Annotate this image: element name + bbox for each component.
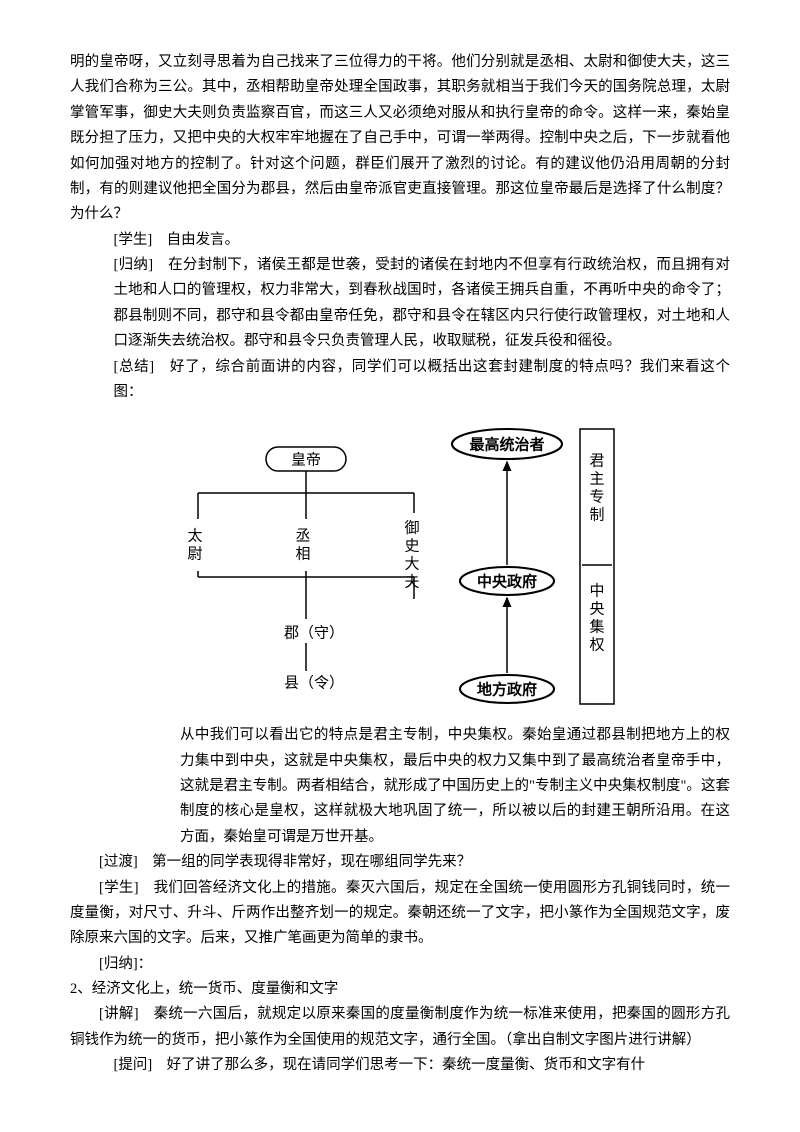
svg-text:最高统治者: 最高统治者 <box>469 436 544 454</box>
diagram-svg: 皇帝太尉 丞相 御史大夫郡（守） 县（令） 最高统治者中央政府地方政府 君主专制中央集权 <box>180 415 625 713</box>
svg-text:夫: 夫 <box>404 574 419 591</box>
paragraph-1: 明的皇帝呀，又立刻寻思着为自己找来了三位得力的干将。他们分别就是丞相、太尉和御使… <box>70 50 730 228</box>
svg-text:御: 御 <box>404 520 419 537</box>
svg-text:史: 史 <box>404 538 419 555</box>
paragraph-2: [学生] 自由发言。 <box>70 228 730 253</box>
paragraph-5: [过渡] 第一组的同学表现得非常好，现在哪组同学先来？ <box>70 850 730 875</box>
document-page: 明的皇帝呀，又立刻寻思着为自己找来了三位得力的干将。他们分别就是丞相、太尉和御使… <box>0 0 800 1119</box>
svg-text:尉: 尉 <box>187 546 202 563</box>
svg-text:大: 大 <box>404 556 419 573</box>
svg-text:君: 君 <box>589 454 604 470</box>
svg-text:皇帝: 皇帝 <box>291 452 321 469</box>
paragraph-9: [讲解] 秦统一六国后，就规定以原来秦国的度量衡制度作为统一标准来使用，把秦国的… <box>70 1002 730 1053</box>
svg-text:专: 专 <box>589 489 604 506</box>
svg-text:太: 太 <box>187 528 202 545</box>
paragraph-4: [总结] 好了，综合前面讲的内容，同学们可以概括出这套封建制度的特点吗？我们来看… <box>70 355 730 406</box>
svg-text:丞: 丞 <box>295 528 310 545</box>
svg-text:相: 相 <box>295 546 310 563</box>
svg-text:中: 中 <box>589 583 604 600</box>
paragraph-after-diagram: 从中我们可以看出它的特点是君主专制，中央集权。秦始皇通过郡县制把地方上的权力集中… <box>70 723 730 850</box>
svg-text:郡（守）: 郡（守） <box>284 625 344 642</box>
svg-text:权: 权 <box>589 637 604 654</box>
paragraph-10: [提问] 好了讲了那么多，现在请同学们思考一下：秦统一度量衡、货币和文字有什 <box>70 1053 730 1078</box>
paragraph-8: 2、经济文化上，统一货币、度量衡和文字 <box>70 977 730 1002</box>
hierarchy-diagram: 皇帝太尉 丞相 御史大夫郡（守） 县（令） 最高统治者中央政府地方政府 君主专制中央集权 <box>180 415 625 713</box>
svg-text:县（令）: 县（令） <box>284 675 344 692</box>
svg-text:主: 主 <box>589 471 604 488</box>
paragraph-3: [归纳] 在分封制下，诸侯王都是世袭，受封的诸侯在封地内不但享有行政统治权，而且… <box>70 253 730 355</box>
svg-text:集: 集 <box>589 619 604 636</box>
svg-text:地方政府: 地方政府 <box>477 681 537 699</box>
paragraph-6: [学生] 我们回答经济文化上的措施。秦灭六国后，规定在全国统一使用圆形方孔铜钱同… <box>70 876 730 952</box>
svg-text:制: 制 <box>589 507 604 524</box>
svg-text:央: 央 <box>589 601 604 618</box>
paragraph-7: [归纳]： <box>70 952 730 977</box>
svg-text:中央政府: 中央政府 <box>477 573 537 591</box>
